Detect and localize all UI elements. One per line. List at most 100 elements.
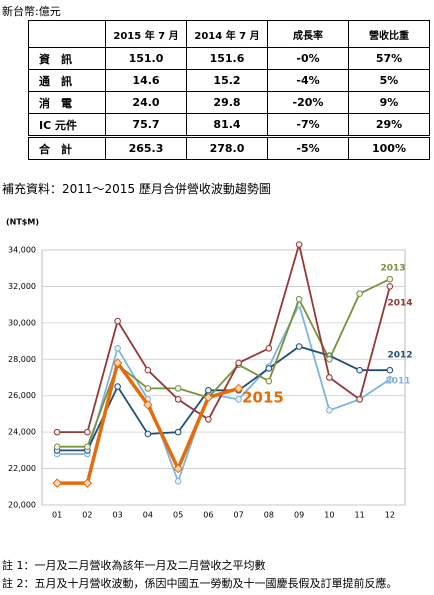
table-cell: 14.6: [105, 69, 187, 92]
data-marker: [386, 275, 394, 283]
data-marker: [265, 345, 273, 352]
table-cell: 通 訊: [28, 69, 106, 92]
table-cell: 151.0: [105, 47, 187, 70]
data-marker: [356, 366, 363, 374]
x-tick-label: 12: [385, 511, 395, 520]
data-marker: [235, 359, 242, 367]
header-row: 2015 年 7 月 2014 年 7 月成長率 營收比重: [28, 20, 430, 48]
x-tick-label: 08: [264, 511, 274, 520]
table-row: 通 訊 14.6 15.2 -4% 5%: [28, 69, 430, 92]
y-tick-label: 20,000: [8, 501, 36, 510]
table-row: IC 元件 75.7 81.4 -7% 29%: [28, 113, 430, 137]
data-marker: [144, 366, 152, 374]
data-marker: [112, 358, 123, 368]
supplement-title: 補充資料：2011～2015 歷月合併營收波動趨勢圖: [2, 182, 271, 196]
y-tick-label: 28,000: [8, 355, 36, 364]
x-tick-label: 02: [82, 511, 92, 520]
data-marker: [144, 385, 152, 392]
x-tick-label: 03: [113, 511, 123, 520]
data-marker: [203, 392, 214, 403]
unit-label: 新台幣:億元: [2, 5, 61, 18]
header-cell: 2014 年 7 月: [186, 20, 268, 48]
data-marker: [356, 396, 363, 403]
table-cell: -0%: [267, 47, 349, 70]
table-cell: 265.3: [105, 135, 187, 160]
data-marker: [84, 428, 91, 436]
note: 註 1：一月及二月營收為該年一月及二月營收之平均數: [2, 559, 266, 572]
note: 註 2：五月及十月營收波動，係因中國五一勞動及十一國慶長假及訂單提前反應。: [2, 577, 398, 590]
plot-area: [41, 249, 406, 506]
y-tick-label: 26,000: [8, 391, 36, 400]
series-line: [57, 358, 240, 485]
data-marker: [386, 283, 394, 290]
y-tick-label: 22,000: [8, 464, 36, 473]
table-row: 合 計 265.3 278.0 -5% 100%: [28, 135, 430, 160]
series-label: 2013: [380, 264, 405, 274]
table-cell: 合 計: [28, 135, 106, 160]
y-tick-label: 32,000: [8, 282, 36, 291]
table-cell: IC 元件: [28, 113, 106, 137]
table-cell: -5%: [267, 135, 349, 160]
table-cell: 29.8: [186, 91, 268, 114]
data-marker: [114, 345, 121, 352]
x-tick-label: 10: [324, 511, 334, 520]
data-marker: [265, 377, 273, 385]
table-cell: 消 電: [28, 91, 106, 114]
table-cell: 75.7: [105, 113, 187, 137]
data-marker: [174, 428, 182, 436]
table-cell: 15.2: [186, 69, 268, 92]
data-marker: [174, 385, 182, 392]
header-cell: 2015 年 7 月: [105, 20, 187, 48]
data-marker: [52, 478, 62, 488]
y-tick-label: 24,000: [8, 428, 36, 437]
table-cell: 24.0: [105, 91, 187, 114]
series-label: 2011: [385, 377, 410, 387]
data-marker: [356, 290, 363, 298]
x-tick-label: 09: [294, 511, 304, 520]
table-cell: 5%: [348, 69, 430, 92]
y-tick-label: 30,000: [8, 318, 36, 327]
table-cell: 29%: [348, 113, 430, 137]
data-marker: [143, 400, 153, 410]
data-marker: [326, 355, 333, 363]
x-tick-label: 04: [143, 511, 153, 520]
header-cell: 成長率: [267, 20, 349, 48]
series-label: 2015: [242, 389, 284, 407]
table-cell: -4%: [267, 69, 349, 92]
table-cell: 9%: [348, 91, 430, 114]
x-tick-label: 05: [173, 511, 183, 520]
y-tick-label: 34,000: [8, 246, 36, 255]
data-marker: [53, 443, 61, 451]
revenue-table: 2015 年 7 月 2014 年 7 月成長率 營收比重資 訊 151.0 151.6…: [28, 20, 430, 160]
data-marker: [233, 383, 244, 394]
data-marker: [265, 365, 273, 372]
data-marker: [174, 478, 182, 485]
data-marker: [326, 374, 333, 381]
data-marker: [235, 396, 242, 403]
table-cell: 151.6: [186, 47, 268, 70]
table-row: 消 電 24.0 29.8 -20% 9%: [28, 91, 430, 114]
table-cell: 100%: [348, 135, 430, 160]
y-axis-label: (NT$M): [6, 218, 39, 227]
x-tick-label: 07: [234, 511, 244, 520]
table-cell: 57%: [348, 47, 430, 70]
table-cell: -20%: [267, 91, 349, 114]
data-marker: [295, 295, 303, 303]
data-marker: [174, 396, 182, 403]
data-marker: [82, 478, 93, 488]
x-tick-label: 01: [52, 511, 62, 520]
x-tick-label: 06: [203, 511, 213, 520]
header-cell: [28, 20, 106, 48]
table-row: 資 訊 151.0 151.6 -0% 57%: [28, 47, 430, 70]
series-label: 2014: [387, 299, 412, 309]
table-wrap: 2015 年 7 月 2014 年 7 月成長率 營收比重資 訊 151.0 151.6…: [28, 20, 430, 160]
x-tick-label: 11: [355, 511, 365, 520]
table-cell: 278.0: [186, 135, 268, 160]
data-marker: [84, 443, 91, 451]
table-cell: -7%: [267, 113, 349, 137]
data-marker: [205, 386, 212, 394]
data-marker: [295, 343, 303, 350]
data-marker: [173, 463, 183, 474]
data-marker: [386, 376, 394, 383]
